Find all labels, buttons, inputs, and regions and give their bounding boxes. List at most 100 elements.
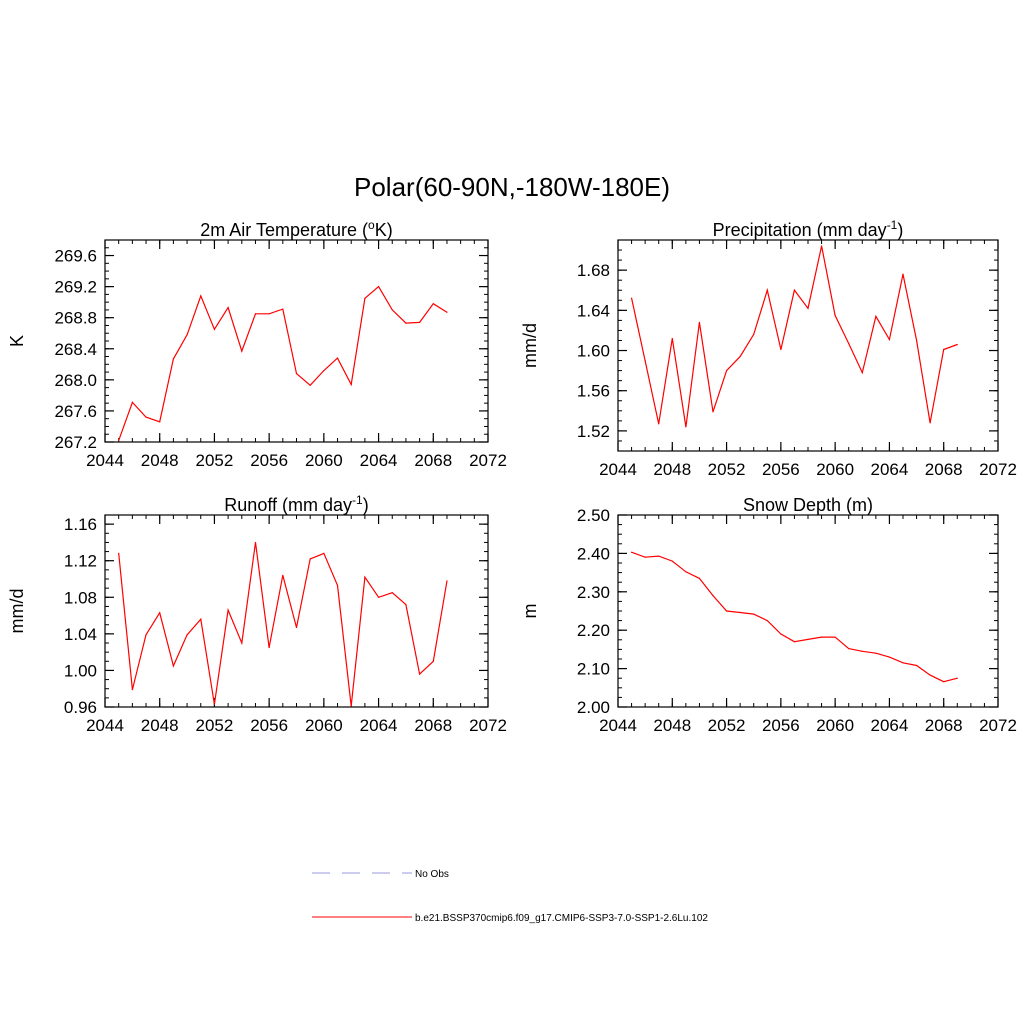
legend-label: b.e21.BSSP370cmip6.f09_g17.CMIP6-SSP3-7.…: [415, 913, 708, 924]
data-point: [644, 359, 646, 362]
data-point: [888, 338, 891, 341]
x-tick-label: 2052: [196, 716, 234, 735]
data-point: [658, 555, 660, 557]
x-tick-label: 2056: [250, 451, 288, 470]
data-point: [915, 664, 918, 667]
data-point: [644, 556, 646, 558]
data-point: [861, 372, 863, 374]
y-tick-label: 1.52: [577, 422, 610, 441]
y-tick-label: 1.00: [64, 661, 97, 680]
data-point: [658, 423, 660, 425]
x-tick-label: 2068: [925, 716, 963, 735]
x-tick-label: 2068: [414, 716, 452, 735]
data-point: [391, 592, 393, 594]
data-point: [350, 705, 352, 707]
x-tick-label: 2064: [871, 460, 909, 479]
panel-title: Precipitation (mm day-1): [713, 218, 904, 240]
data-point: [145, 416, 147, 418]
x-tick-label: 2060: [816, 460, 854, 479]
data-point: [186, 334, 188, 336]
panel-1: 2044 2048 2052 2056 2060 2064 2068 2072 267.2 267…: [7, 218, 507, 470]
x-tick-label: 2044: [599, 460, 637, 479]
data-point: [323, 369, 325, 372]
x-tick-label: 2072: [469, 451, 507, 470]
data-point: [834, 636, 836, 638]
data-point: [145, 634, 147, 636]
data-point: [118, 552, 120, 555]
series-line: [631, 551, 958, 683]
data-point: [685, 571, 687, 573]
data-point: [793, 641, 796, 643]
data-point: [405, 322, 407, 324]
data-point: [875, 652, 877, 654]
x-tick-label: 2060: [305, 716, 343, 735]
x-tick-label: 2056: [762, 460, 800, 479]
y-tick-label: 1.12: [64, 552, 97, 571]
data-point: [131, 401, 133, 403]
data-point: [432, 303, 434, 305]
data-point: [309, 384, 311, 386]
x-tick-label: 2048: [141, 451, 179, 470]
data-point: [131, 689, 133, 691]
y-tick-label: 1.08: [64, 588, 97, 607]
y-axis-label: K: [7, 335, 27, 347]
y-tick-label: 2.50: [577, 506, 610, 525]
data-point: [446, 580, 448, 582]
panel-3: 2044 2048 2052 2056 2060 2064 2068 2072 0.96 1.00…: [7, 493, 507, 735]
x-tick-label: 2060: [305, 451, 343, 470]
data-point: [172, 665, 174, 667]
data-point: [943, 348, 945, 351]
data-point: [793, 289, 796, 291]
x-tick-label: 2064: [871, 716, 909, 735]
x-tick-label: 2044: [86, 716, 124, 735]
data-point: [200, 618, 202, 620]
data-point: [630, 551, 633, 553]
x-tick-label: 2052: [708, 716, 746, 735]
y-tick-label: 1.56: [577, 382, 610, 401]
data-point: [943, 681, 945, 683]
y-axis-label: mm/d: [520, 323, 540, 368]
data-point: [118, 439, 120, 442]
data-point: [419, 321, 421, 323]
y-axis-label: mm/d: [7, 589, 27, 634]
y-tick-label: 1.64: [577, 301, 610, 320]
data-point: [159, 421, 161, 423]
y-tick-label: 1.04: [64, 625, 97, 644]
data-point: [268, 313, 270, 315]
data-point: [739, 611, 741, 614]
y-tick-label: 269.2: [54, 278, 97, 297]
plot-frame: [617, 239, 999, 452]
legend-label: No Obs: [415, 869, 449, 880]
data-point: [902, 662, 904, 664]
data-point: [213, 703, 216, 705]
data-point: [712, 411, 714, 413]
x-tick-label: 2064: [360, 451, 398, 470]
panel-2: 2044 2048 2052 2056 2060 2064 2068 2072 1.52 1.56…: [520, 218, 1017, 479]
data-point: [698, 321, 701, 323]
y-tick-label: 1.68: [577, 261, 610, 280]
data-point: [241, 642, 243, 644]
data-point: [282, 574, 284, 576]
legend: No Obs b.e21.BSSP370cmip6.f09_g17.CMIP6-S…: [312, 869, 708, 924]
legend-item-1: No Obs: [312, 869, 449, 880]
data-point: [630, 297, 633, 299]
data-point: [929, 422, 931, 424]
y-tick-label: 268.4: [54, 340, 97, 359]
data-point: [725, 610, 728, 612]
x-tick-label: 2048: [653, 460, 691, 479]
panel-4: 2044 2048 2052 2056 2060 2064 2068 2072 2.00 2.10…: [520, 495, 1017, 735]
data-point: [391, 309, 393, 311]
data-point: [766, 289, 768, 291]
x-tick-label: 2072: [979, 716, 1017, 735]
data-point: [753, 613, 755, 615]
data-point: [254, 541, 257, 544]
y-tick-label: 2.10: [577, 660, 610, 679]
panel-title: Runoff (mm day-1): [224, 493, 368, 515]
data-point: [671, 560, 673, 562]
data-point: [159, 612, 161, 614]
data-point: [753, 333, 755, 336]
x-tick-label: 2044: [86, 451, 124, 470]
x-tick-label: 2048: [653, 716, 691, 735]
data-point: [282, 308, 284, 310]
y-tick-label: 2.00: [577, 698, 610, 717]
